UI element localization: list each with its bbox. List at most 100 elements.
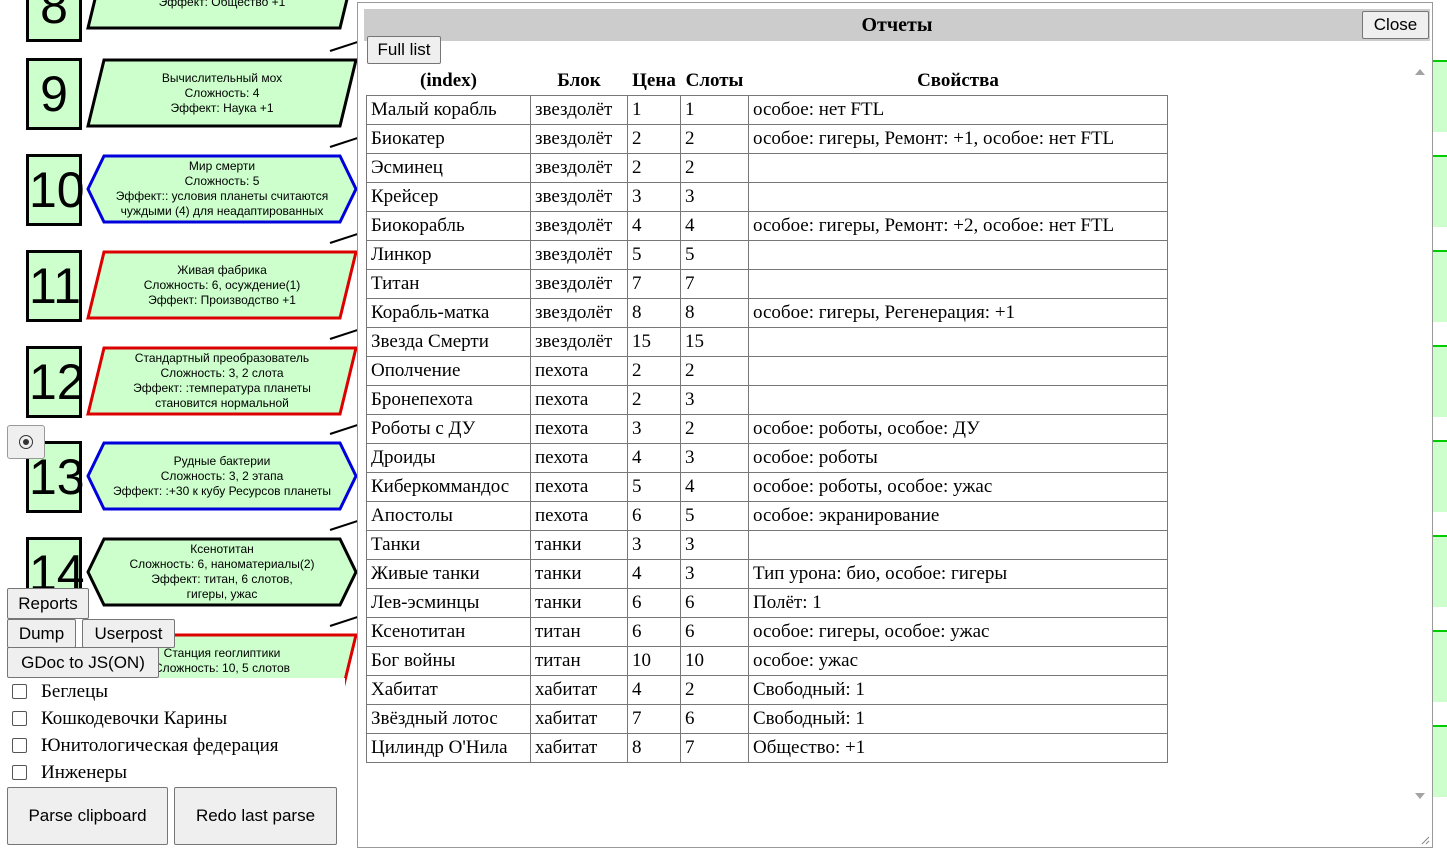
table-row: Цилиндр О'Нила хабитат 8 7 Общество: +1 — [366, 733, 1168, 763]
table-cell: титан — [530, 617, 628, 647]
table-row: Звёздный лотос хабитат 7 6 Свободный: 1 — [366, 704, 1168, 734]
table-cell — [748, 153, 1168, 183]
faction-item[interactable]: Инженеры — [0, 759, 345, 786]
parse-clipboard-button[interactable]: Parse clipboard — [7, 787, 168, 845]
table-cell: 2 — [680, 153, 749, 183]
tech-detail: Эффект: титан, 6 слотов, — [151, 572, 293, 586]
scroll-down-arrow-icon[interactable] — [1415, 793, 1425, 799]
table-cell: пехота — [530, 414, 628, 444]
table-cell: Тип урона: био, особое: гигеры — [748, 559, 1168, 589]
column-header: Цена — [632, 70, 676, 91]
table-cell: 3 — [680, 385, 749, 415]
table-cell: 4 — [680, 211, 749, 241]
tech-detail: Сложность: 3, 2 слота — [160, 366, 284, 380]
table-row: Лев-эсминцы танки 6 6 Полёт: 1 — [366, 588, 1168, 618]
userpost-button[interactable]: Userpost — [82, 619, 175, 648]
table-cell: 15 — [627, 327, 681, 357]
full-list-button[interactable]: Full list — [367, 36, 441, 64]
checkbox[interactable] — [12, 684, 27, 699]
tech-name: Вычислительный мох — [161, 70, 283, 85]
faction-item[interactable]: Беглецы — [0, 678, 345, 705]
report-table: (index) Блок Цена Слоты Свойства Малый к… — [366, 67, 1168, 763]
table-cell: титан — [530, 646, 628, 676]
connector-line — [329, 615, 359, 627]
connector-line — [329, 136, 359, 148]
tier-number: 10 — [26, 154, 85, 226]
redo-last-parse-button[interactable]: Redo last parse — [174, 787, 337, 845]
table-cell — [748, 240, 1168, 270]
table-cell: Ополчение — [366, 356, 531, 386]
table-row: Эсминец звездолёт 2 2 — [366, 153, 1168, 183]
table-cell: 3 — [627, 414, 681, 444]
radio-toggle-button[interactable] — [7, 425, 45, 459]
table-cell: Общество: +1 — [748, 733, 1168, 763]
table-cell: Свободный: 1 — [748, 704, 1168, 734]
table-cell: 5 — [680, 240, 749, 270]
tech-card[interactable]: Живая фабрика Сложность: 6, осуждение(1) Э… — [86, 250, 358, 320]
table-cell: 7 — [680, 269, 749, 299]
vertical-scrollbar[interactable] — [1412, 65, 1428, 805]
checkbox[interactable] — [12, 738, 27, 753]
tech-card[interactable]: Вычислительный мох Сложность: 4 Эффект: На… — [86, 58, 358, 128]
faction-item[interactable]: Кошкодевочки Карины — [0, 705, 345, 732]
table-cell: Бронепехота — [366, 385, 531, 415]
scroll-up-arrow-icon[interactable] — [1415, 69, 1425, 75]
connector-line — [329, 328, 359, 340]
table-cell — [748, 182, 1168, 212]
tech-card[interactable]: Ксенотитан Сложность: 6, наноматериалы(2)… — [86, 537, 358, 607]
table-cell: танки — [530, 559, 628, 589]
tech-detail: Эффект: Наука +1 — [170, 100, 274, 115]
table-row: Биокатер звездолёт 2 2 особое: гигеры, Ремон… — [366, 124, 1168, 154]
tier-number: 9 — [26, 58, 82, 130]
report-content[interactable]: (index) Блок Цена Слоты Свойства Малый к… — [366, 67, 1416, 807]
dump-button[interactable]: Dump — [7, 619, 76, 648]
tier-number: 8 — [26, 0, 82, 42]
resize-handle-icon[interactable] — [1420, 835, 1430, 845]
table-cell: 8 — [680, 298, 749, 328]
table-row: Живые танки танки 4 3 Тип урона: био, особое… — [366, 559, 1168, 589]
reports-button[interactable]: Reports — [7, 588, 89, 619]
tech-card[interactable]: Мир смерти Сложность: 5 Эффект:: условия п… — [86, 154, 358, 224]
connector-line — [329, 40, 359, 52]
close-button[interactable]: Close — [1362, 11, 1429, 39]
table-row: Малый корабль звездолёт 1 1 особое: нет FTL — [366, 95, 1168, 125]
table-cell: Биокорабль — [366, 211, 531, 241]
table-cell: 5 — [627, 240, 681, 270]
gdoc-to-json-button[interactable]: GDoc to JS(ON) — [7, 647, 159, 678]
table-cell: 7 — [627, 269, 681, 299]
table-cell: 1 — [680, 95, 749, 125]
table-cell: Титан — [366, 269, 531, 299]
tech-card[interactable]: Рудные бактерии Сложность: 3, 2 этапа Эффе… — [86, 441, 358, 511]
faction-item[interactable]: Юнитологическая федерация — [0, 732, 345, 759]
table-cell: 6 — [627, 617, 681, 647]
table-cell: Линкор — [366, 240, 531, 270]
table-cell: особое: ужас — [748, 646, 1168, 676]
column-header: (index) — [420, 70, 477, 91]
table-cell: особое: гигеры, особое: ужас — [748, 617, 1168, 647]
table-cell: 4 — [680, 472, 749, 502]
tech-detail: Эффект: Производство +1 — [148, 292, 296, 307]
clipped-right-content — [1433, 0, 1447, 852]
tech-detail: Эффект: :температура планеты — [133, 381, 311, 395]
tech-detail: Сложность: 10, 5 слотов — [153, 660, 291, 675]
table-row: Крейсер звездолёт 3 3 — [366, 182, 1168, 212]
table-cell: Биокатер — [366, 124, 531, 154]
checkbox[interactable] — [12, 765, 27, 780]
table-cell: Роботы с ДУ — [366, 414, 531, 444]
table-cell: звездолёт — [530, 153, 628, 183]
table-cell: Цилиндр О'Нила — [366, 733, 531, 763]
tech-card[interactable]: Стандартный преобразователь Сложность: 3,… — [86, 346, 358, 416]
table-cell: особое: экранирование — [748, 501, 1168, 531]
tech-detail: Эффект: Общество +1 — [158, 0, 286, 9]
table-cell: особое: гигеры, Ремонт: +1, особое: нет … — [748, 124, 1168, 154]
table-cell: Хабитат — [366, 675, 531, 705]
tech-card[interactable]: Сложность: 3Эффект: Общество +1 — [86, 0, 358, 30]
checkbox[interactable] — [12, 711, 27, 726]
table-cell: 3 — [680, 182, 749, 212]
table-cell: 10 — [680, 646, 749, 676]
table-cell: Звёздный лотос — [366, 704, 531, 734]
table-cell: Живые танки — [366, 559, 531, 589]
table-cell: 1 — [627, 95, 681, 125]
table-cell: пехота — [530, 472, 628, 502]
table-cell: особое: гигеры, Ремонт: +2, особое: нет … — [748, 211, 1168, 241]
